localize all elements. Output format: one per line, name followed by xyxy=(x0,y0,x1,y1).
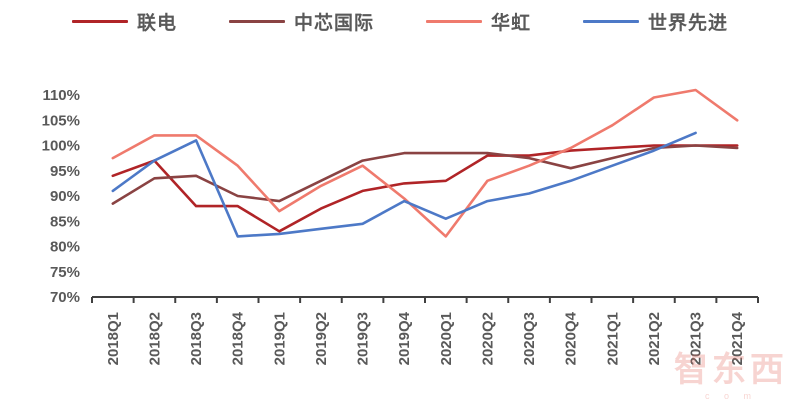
y-tick-label: 75% xyxy=(50,264,80,281)
y-tick-label: 105% xyxy=(42,112,80,129)
y-tick-label: 85% xyxy=(50,213,80,230)
x-tick-label: 2020Q2 xyxy=(479,312,496,365)
legend-label: 中芯国际 xyxy=(293,13,374,34)
legend-label: 华虹 xyxy=(491,13,532,34)
x-tick-label: 2018Q2 xyxy=(146,312,163,365)
x-tick-label: 2021Q1 xyxy=(604,312,621,365)
legend-line-swatch xyxy=(426,20,482,23)
series-line-联电 xyxy=(111,144,739,233)
chart-legend: 联电 中芯国际 华虹 世界先进 xyxy=(0,8,800,35)
y-tick-label: 90% xyxy=(50,188,80,205)
series-line-华虹 xyxy=(111,88,739,238)
y-tick-label: 80% xyxy=(50,239,80,256)
y-tick-label: 110% xyxy=(42,87,80,104)
y-tick-label: 95% xyxy=(50,163,80,180)
y-tick-label: 70% xyxy=(50,289,80,306)
x-tick-label: 2019Q3 xyxy=(355,312,372,365)
x-tick-label: 2020Q1 xyxy=(438,312,455,365)
series-line-世界先进 xyxy=(111,131,697,238)
x-tick-label: 2019Q1 xyxy=(271,312,288,365)
legend-line-swatch xyxy=(583,20,640,23)
legend-line-swatch xyxy=(71,20,128,23)
legend-item-lian-dian: 联电 xyxy=(71,8,177,35)
x-tick-label: 2018Q4 xyxy=(230,311,247,365)
legend-item-hua-hong: 华虹 xyxy=(426,8,531,35)
x-tick-label: 2018Q1 xyxy=(105,312,122,365)
x-tick-label: 2021Q3 xyxy=(688,312,705,365)
x-tick-label: 2021Q4 xyxy=(729,311,746,365)
x-tick-label: 2019Q2 xyxy=(313,312,330,365)
x-tick-label: 2020Q4 xyxy=(563,311,580,365)
x-tick-label: 2018Q3 xyxy=(188,312,205,365)
x-tick-label: 2020Q3 xyxy=(521,312,538,365)
x-tick-label: 2021Q2 xyxy=(646,312,663,365)
legend-item-shijie-xianjin: 世界先进 xyxy=(583,8,728,35)
legend-label: 联电 xyxy=(136,13,177,34)
x-tick-label: 2019Q4 xyxy=(396,311,413,365)
y-tick-label: 100% xyxy=(42,138,80,155)
legend-item-zhongxin-guoji: 中芯国际 xyxy=(228,8,374,35)
legend-label: 世界先进 xyxy=(648,13,729,34)
legend-line-swatch xyxy=(228,20,285,23)
